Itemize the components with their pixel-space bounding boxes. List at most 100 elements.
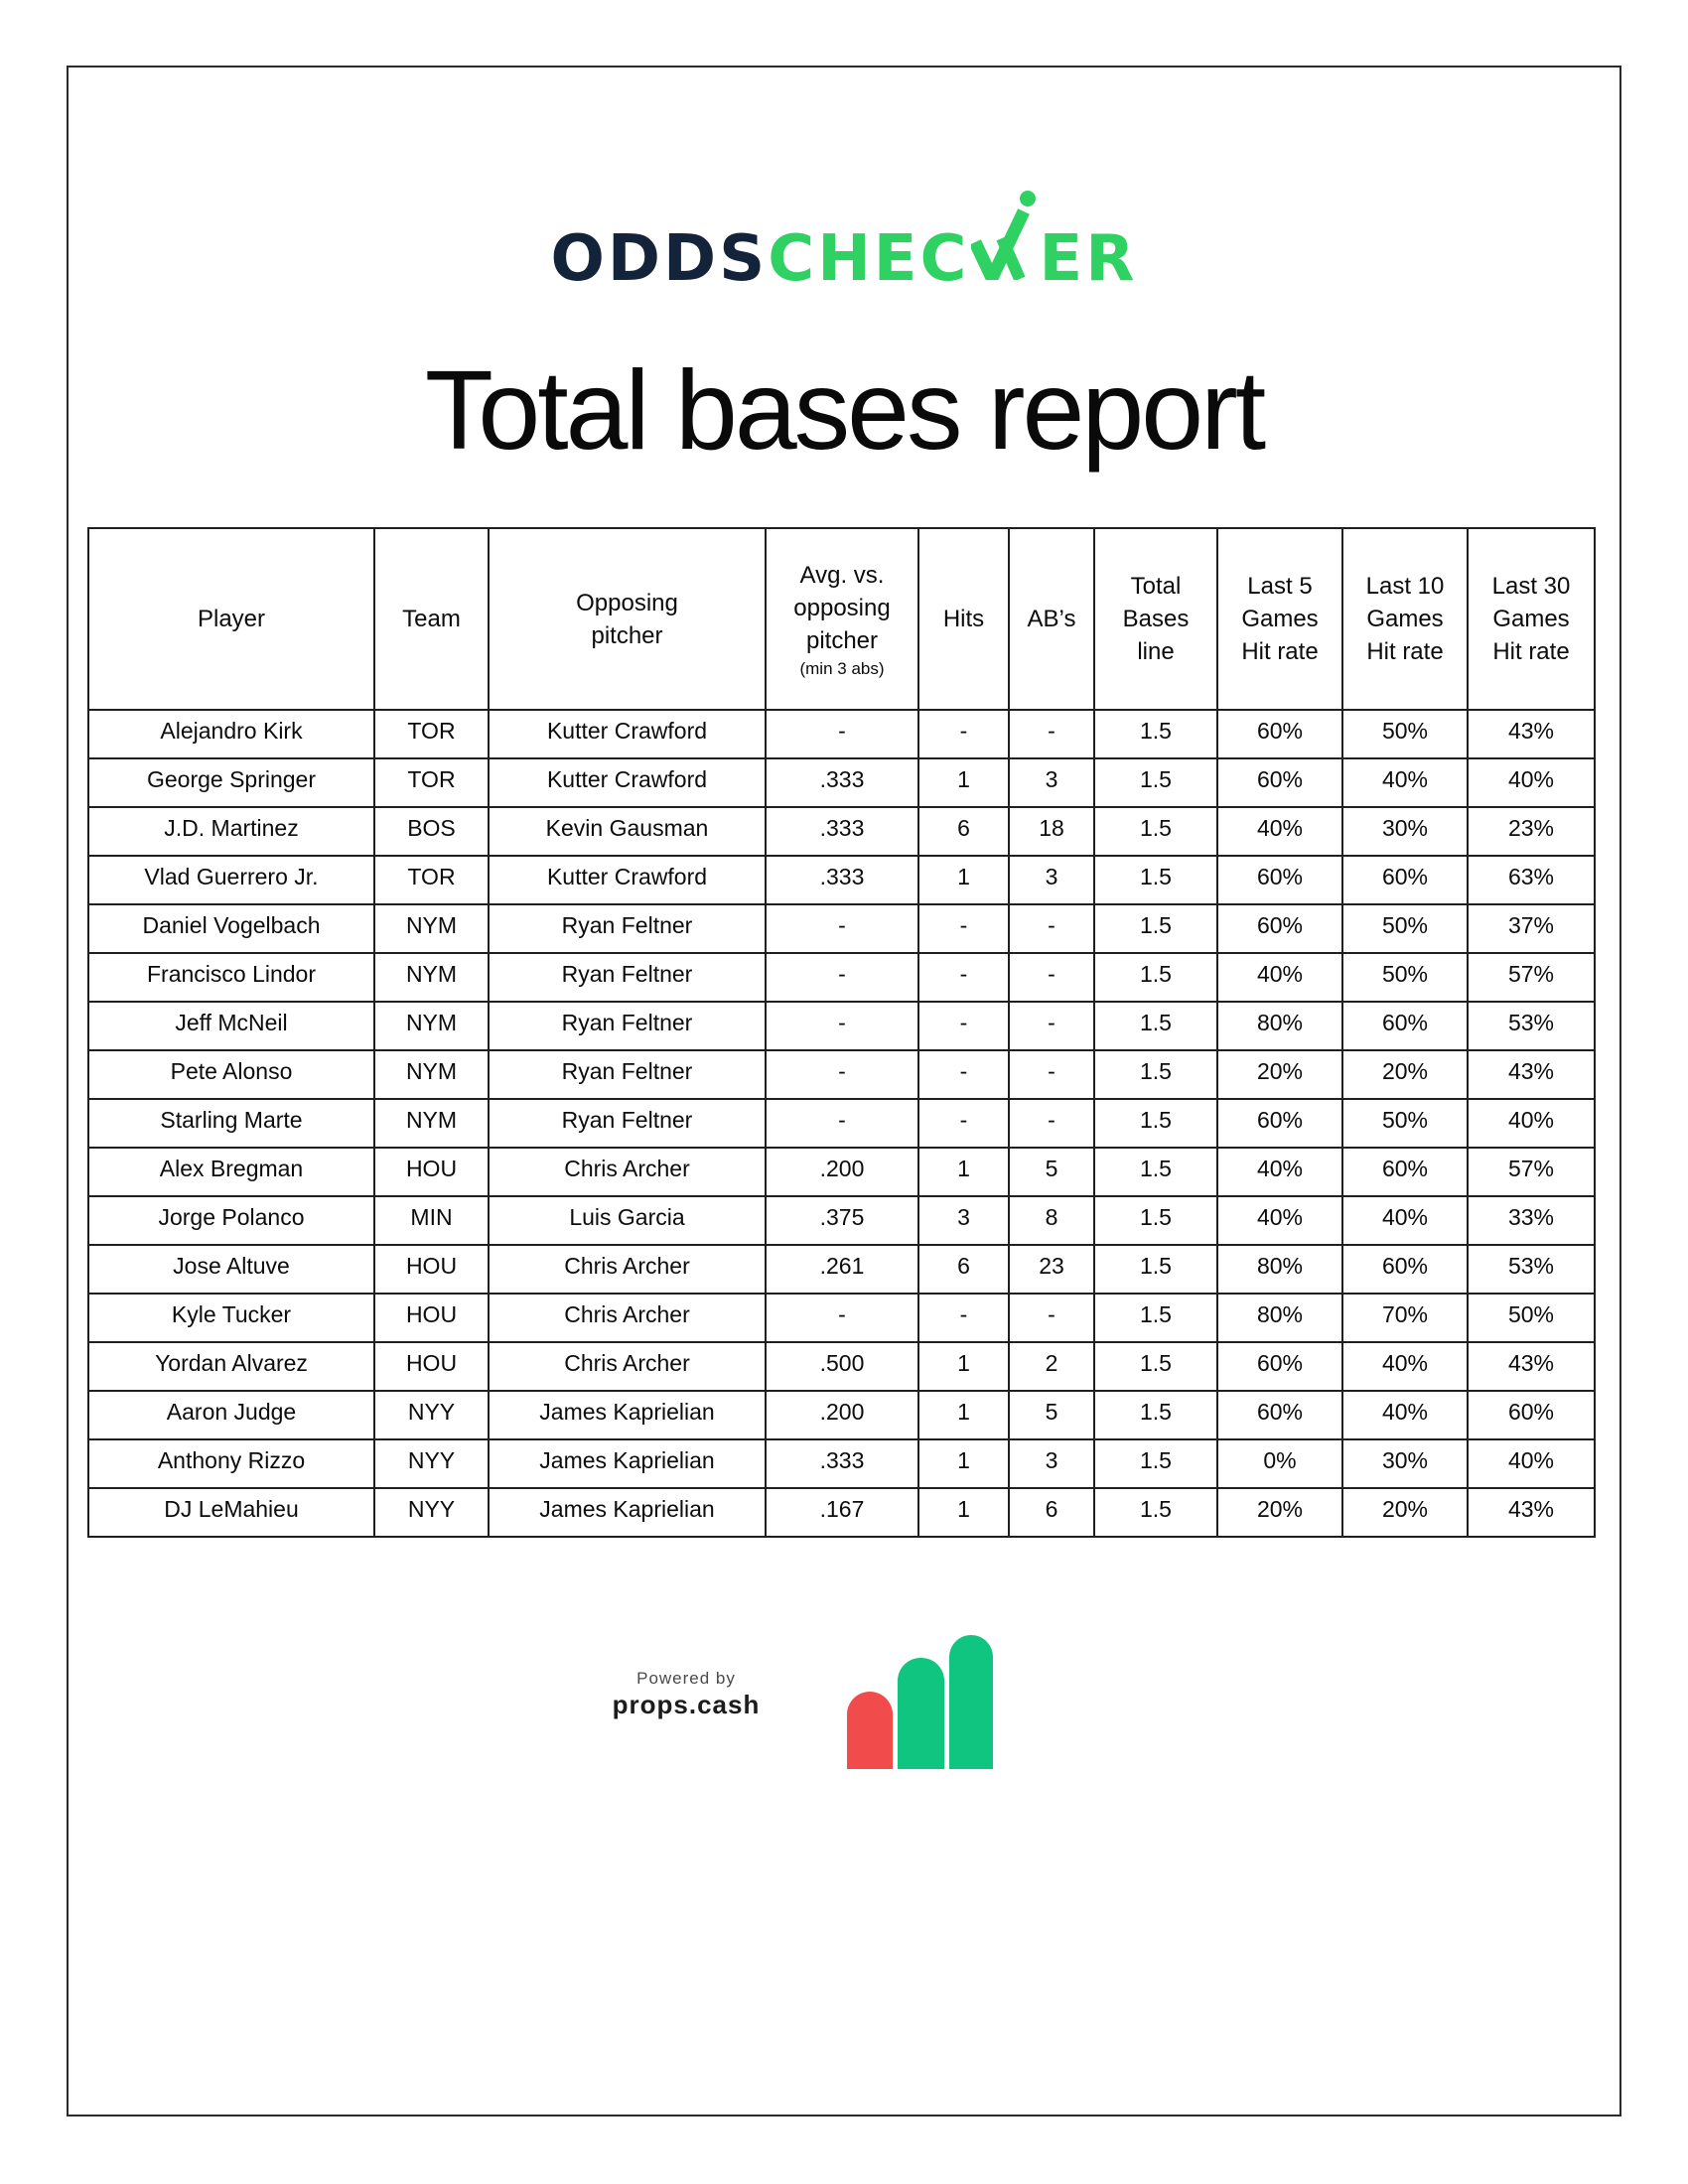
cell-l5: 60% [1216,709,1343,759]
table-row: Yordan Alvarez HOU Chris Archer .500 1 2 1.5 60… [87,1341,1596,1392]
cell-l5: 60% [1216,757,1343,808]
cell-l30: 60% [1467,1390,1596,1440]
cell-pitcher: James Kaprielian [488,1390,767,1440]
total-bases-table: Player Team Opposing pitcher Avg. vs. oppos… [87,527,1596,1538]
cell-line: 1.5 [1093,1147,1218,1197]
cell-line: 1.5 [1093,1195,1218,1246]
cell-hits: 3 [917,1195,1010,1246]
cell-hits: 1 [917,757,1010,808]
cell-team: NYY [373,1487,490,1538]
cell-l10: 60% [1341,1001,1469,1051]
cell-l30: 53% [1467,1001,1596,1051]
cell-pitcher: Kutter Crawford [488,709,767,759]
cell-avg: .333 [765,757,919,808]
cell-abs: - [1008,709,1095,759]
cell-avg: .375 [765,1195,919,1246]
cell-team: TOR [373,855,490,905]
cell-line: 1.5 [1093,709,1218,759]
cell-l30: 43% [1467,1487,1596,1538]
cell-l5: 80% [1216,1001,1343,1051]
column-header-l30: Last 30 Games Hit rate [1467,527,1596,711]
cell-line: 1.5 [1093,806,1218,857]
cell-team: NYM [373,1049,490,1100]
cell-l10: 40% [1341,1195,1469,1246]
cell-avg: - [765,1001,919,1051]
cell-pitcher: James Kaprielian [488,1438,767,1489]
cell-pitcher: Chris Archer [488,1244,767,1295]
table-row: Jose Altuve HOU Chris Archer .261 6 23 1.5 80% 6… [87,1244,1596,1295]
column-header-note: (min 3 abs) [799,659,885,678]
cell-abs: - [1008,903,1095,954]
cell-abs: 3 [1008,757,1095,808]
cell-l10: 50% [1341,1098,1469,1149]
cell-hits: 1 [917,1147,1010,1197]
cell-l30: 37% [1467,903,1596,954]
cell-l30: 57% [1467,952,1596,1003]
cell-l30: 23% [1467,806,1596,857]
cell-team: HOU [373,1147,490,1197]
cell-team: NYM [373,1098,490,1149]
cell-team: MIN [373,1195,490,1246]
cell-hits: - [917,1293,1010,1343]
cell-player: Anthony Rizzo [87,1438,375,1489]
cell-l30: 40% [1467,757,1596,808]
cell-hits: 6 [917,1244,1010,1295]
cell-l30: 43% [1467,1049,1596,1100]
cell-l5: 60% [1216,1390,1343,1440]
bar-chart-red-bar-icon [847,1692,893,1769]
table-row: Kyle Tucker HOU Chris Archer - - -1.5 80% 70% 50… [87,1293,1596,1343]
cell-l5: 20% [1216,1049,1343,1100]
cell-player: Vlad Guerrero Jr. [87,855,375,905]
cell-player: Jorge Polanco [87,1195,375,1246]
cell-team: NYM [373,903,490,954]
cell-abs: 2 [1008,1341,1095,1392]
cell-pitcher: James Kaprielian [488,1487,767,1538]
cell-l10: 50% [1341,952,1469,1003]
table-head: Player Team Opposing pitcher Avg. vs. oppos… [87,527,1596,711]
cell-player: Francisco Lindor [87,952,375,1003]
cell-line: 1.5 [1093,952,1218,1003]
cell-team: HOU [373,1244,490,1295]
cell-hits: - [917,903,1010,954]
logo-text-odds: ODDS [550,222,769,296]
cell-pitcher: Ryan Feltner [488,1001,767,1051]
cell-team: NYM [373,952,490,1003]
cell-l30: 53% [1467,1244,1596,1295]
cell-avg: - [765,903,919,954]
cell-hits: - [917,709,1010,759]
cell-pitcher: Chris Archer [488,1293,767,1343]
cell-pitcher: Ryan Feltner [488,952,767,1003]
table-row: Alejandro Kirk TOR Kutter Crawford - - -1.5 60… [87,709,1596,759]
table-body: Alejandro Kirk TOR Kutter Crawford - - -1.5 60… [87,709,1596,1538]
cell-pitcher: Kevin Gausman [488,806,767,857]
cell-hits: - [917,1001,1010,1051]
cell-avg: - [765,1098,919,1149]
cell-hits: 1 [917,855,1010,905]
cell-avg: .200 [765,1390,919,1440]
logo-checkmark-k-icon [971,191,1037,280]
column-header-line: Total Bases line [1093,527,1218,711]
cell-abs: - [1008,1098,1095,1149]
cell-hits: 1 [917,1438,1010,1489]
cell-pitcher: Ryan Feltner [488,1049,767,1100]
cell-line: 1.5 [1093,1244,1218,1295]
cell-l10: 60% [1341,1147,1469,1197]
cell-abs: - [1008,1049,1095,1100]
cell-avg: .333 [765,1438,919,1489]
cell-team: NYY [373,1438,490,1489]
cell-abs: 5 [1008,1147,1095,1197]
cell-team: HOU [373,1293,490,1343]
cell-team: NYM [373,1001,490,1051]
cell-pitcher: Chris Archer [488,1147,767,1197]
column-header-l5: Last 5 Games Hit rate [1216,527,1343,711]
cell-abs: 8 [1008,1195,1095,1246]
table-row: Vlad Guerrero Jr. TOR Kutter Crawford .333 1… [87,855,1596,905]
cell-l5: 40% [1216,1147,1343,1197]
cell-team: TOR [373,757,490,808]
cell-l5: 60% [1216,1098,1343,1149]
powered-by-label: Powered by [636,1669,736,1688]
cell-l30: 63% [1467,855,1596,905]
cell-player: Daniel Vogelbach [87,903,375,954]
cell-pitcher: Luis Garcia [488,1195,767,1246]
